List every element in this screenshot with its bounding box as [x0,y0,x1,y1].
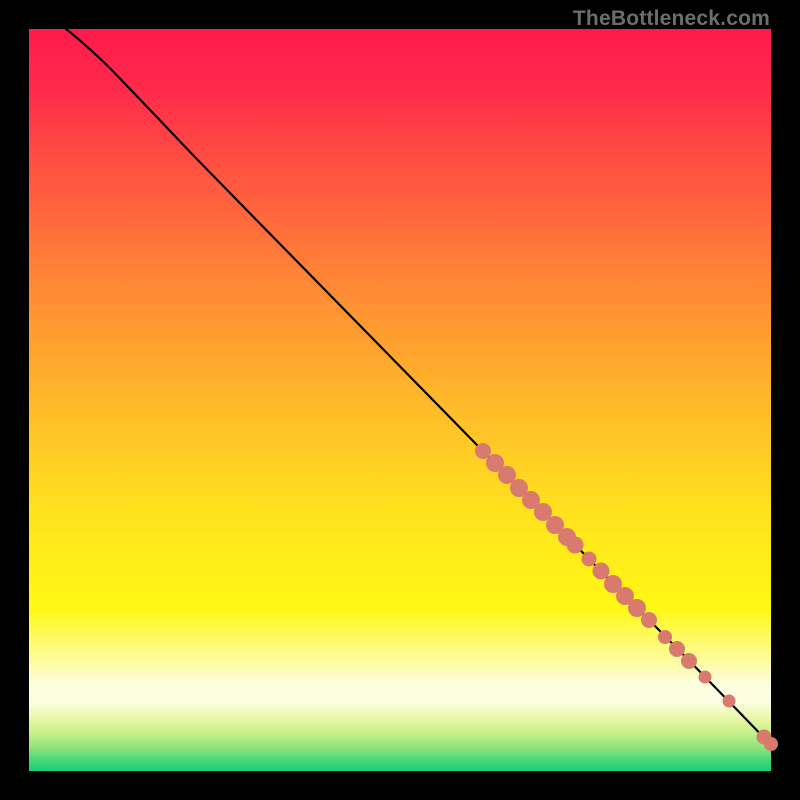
data-marker [641,612,657,628]
watermark-text: TheBottleneck.com [573,7,770,31]
data-marker [567,537,584,554]
data-marker [723,695,736,708]
data-marker [593,563,610,580]
data-marker [764,737,778,751]
chart-container: TheBottleneck.com [0,0,800,800]
data-marker [658,630,672,644]
chart-overlay [29,29,771,771]
data-marker [628,599,646,617]
data-marker [681,653,697,669]
data-marker [699,671,712,684]
data-marker [669,641,685,657]
data-marker [582,552,597,567]
data-marker [475,443,491,459]
